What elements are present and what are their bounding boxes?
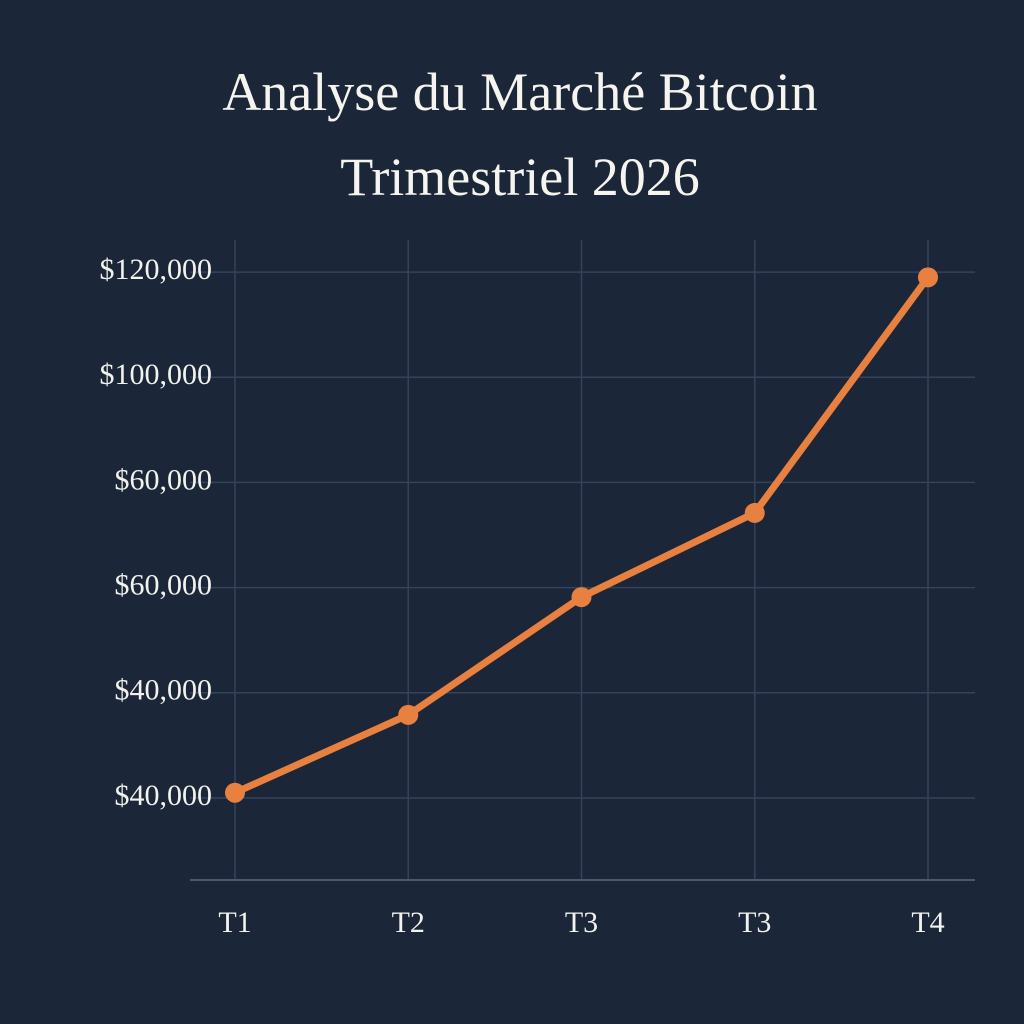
x-tick-label: T2 — [392, 906, 425, 939]
x-tick-label: T3 — [738, 906, 771, 939]
chart-title: Analyse du Marché Bitcoin — [222, 62, 817, 122]
data-point — [225, 782, 245, 803]
data-point — [571, 587, 592, 608]
data-point — [918, 267, 938, 288]
y-tick-label: $40,000 — [115, 779, 213, 812]
chart-title: Trimestriel 2026 — [340, 147, 700, 207]
y-tick-label: $100,000 — [100, 358, 213, 391]
y-tick-label: $120,000 — [100, 253, 213, 286]
data-point — [744, 502, 765, 523]
x-tick-label: T1 — [218, 906, 251, 939]
data-point — [398, 704, 419, 725]
y-tick-label: $60,000 — [115, 463, 213, 496]
y-tick-label: $60,000 — [115, 568, 213, 601]
x-tick-label: T3 — [565, 906, 598, 939]
x-tick-label: T4 — [911, 906, 944, 939]
y-tick-label: $40,000 — [115, 674, 213, 707]
